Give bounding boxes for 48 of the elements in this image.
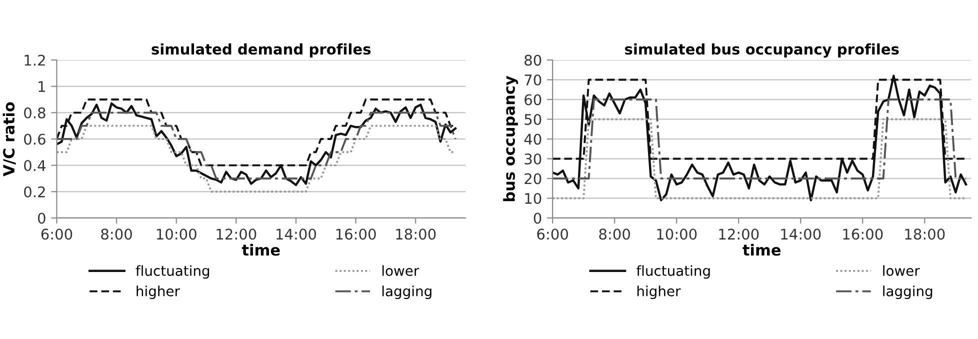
x-tick-label: 10:00: [156, 228, 196, 240]
x-tick-label: 16:00: [336, 228, 376, 240]
legend-label: fluctuating: [136, 265, 210, 279]
line-series: [56, 124, 456, 193]
x-tick-label: 14:00: [276, 228, 316, 240]
y-tick-label: 0.8: [24, 107, 46, 118]
y-tick-label: 0: [38, 212, 46, 224]
y-axis-title: V/C ratio: [2, 102, 16, 176]
line-series: [56, 102, 457, 186]
y-tick-label: 20: [524, 173, 542, 184]
legend-label: lagging: [883, 286, 932, 300]
y-tick-label: 40: [524, 134, 542, 145]
line-series: [552, 74, 968, 202]
line-series: [56, 112, 456, 180]
legend-label: higher: [637, 286, 681, 300]
x-tick-label: 8:00: [599, 228, 630, 240]
legend-label: lower: [883, 265, 920, 276]
y-tick-label: 50: [524, 114, 542, 125]
chart-title: simulated demand profiles: [152, 43, 371, 58]
chart-title: simulated bus occupancy profiles: [625, 43, 899, 58]
x-tick-label: 6:00: [41, 228, 72, 240]
y-tick-label: 0.4: [24, 160, 46, 172]
legend-label: lagging: [382, 286, 432, 300]
y-tick-label: 0.2: [24, 186, 45, 198]
x-tick-label: 12:00: [719, 228, 759, 240]
x-tick-label: 16:00: [843, 228, 883, 240]
y-tick-label: 1: [38, 81, 45, 92]
x-tick-label: 18:00: [396, 228, 436, 240]
x-tick-label: 10:00: [657, 228, 697, 240]
x-tick-label: 12:00: [216, 228, 256, 240]
x-axis-title: time: [242, 244, 280, 256]
y-tick-label: 80: [524, 54, 542, 66]
x-tick-label: 18:00: [905, 228, 945, 240]
legend-label: higher: [136, 286, 180, 300]
y-tick-label: 1.2: [24, 54, 45, 66]
x-tick-label: 8:00: [101, 228, 132, 240]
x-tick-label: 6:00: [537, 228, 568, 240]
y-tick-label: 70: [524, 74, 542, 86]
y-tick-label: 10: [525, 192, 542, 204]
y-tick-label: 30: [524, 153, 542, 164]
y-tick-label: 60: [524, 94, 542, 106]
x-tick-label: 14:00: [781, 228, 821, 240]
legend-label: fluctuating: [636, 265, 710, 279]
y-axis-title: bus occupancy: [503, 76, 518, 202]
legend-label: lower: [382, 265, 420, 276]
y-tick-label: 0.6: [24, 134, 46, 145]
y-tick-label: 0: [534, 212, 542, 224]
x-axis-title: time: [742, 244, 781, 256]
